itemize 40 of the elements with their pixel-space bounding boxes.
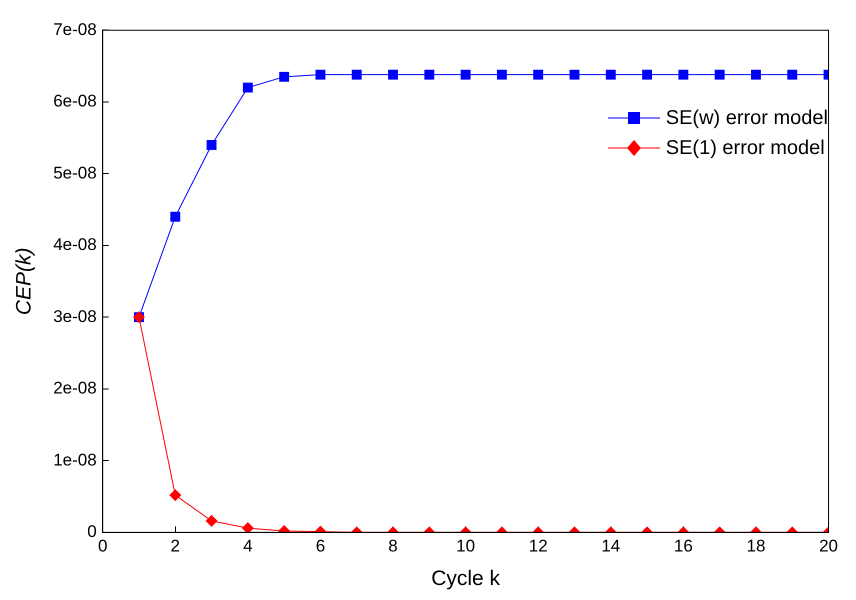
x-tick-label: 18: [746, 536, 766, 556]
y-tick-label: 0: [87, 522, 97, 542]
x-tick-label: 20: [819, 536, 838, 556]
x-tick-label: 10: [456, 536, 476, 556]
x-tick-label: 4: [243, 536, 253, 556]
x-tick-label: 14: [601, 536, 620, 556]
y-tick-label: 5e-08: [53, 163, 97, 182]
legend-label: SE(w) error model: [666, 106, 828, 130]
point: [424, 70, 434, 80]
x-tick-label: 12: [528, 536, 548, 556]
point: [206, 140, 217, 150]
x-tick-label: 8: [388, 536, 398, 556]
legend-label: SE(1) error model: [666, 136, 825, 160]
point: [315, 70, 326, 80]
y-tick-label: 7e-08: [53, 20, 97, 39]
point: [388, 70, 398, 80]
x-tick-label: 6: [316, 536, 326, 556]
y-tick-label: 2e-08: [53, 378, 97, 398]
point: [352, 70, 362, 80]
x-tick-label: 2: [170, 536, 180, 556]
point: [642, 70, 652, 80]
y-tick-label: 6e-08: [53, 92, 97, 111]
point: [606, 70, 616, 80]
point: [678, 70, 688, 80]
point: [496, 70, 507, 80]
point: [460, 70, 471, 80]
point: [751, 70, 761, 80]
point: [170, 212, 180, 222]
point: [242, 82, 253, 93]
point: [279, 72, 290, 82]
point: [787, 70, 798, 80]
y-tick-label: 4e-08: [53, 235, 97, 254]
x-tick-label: 16: [674, 536, 693, 556]
y-tick-label: 1e-08: [53, 450, 97, 470]
point: [570, 70, 580, 80]
x-axis-title: Cycle k: [431, 567, 501, 590]
y-tick-label: 3e-08: [53, 306, 97, 326]
y-axis-title: CEP(k): [12, 247, 36, 316]
point: [714, 70, 725, 80]
point: [533, 70, 544, 80]
